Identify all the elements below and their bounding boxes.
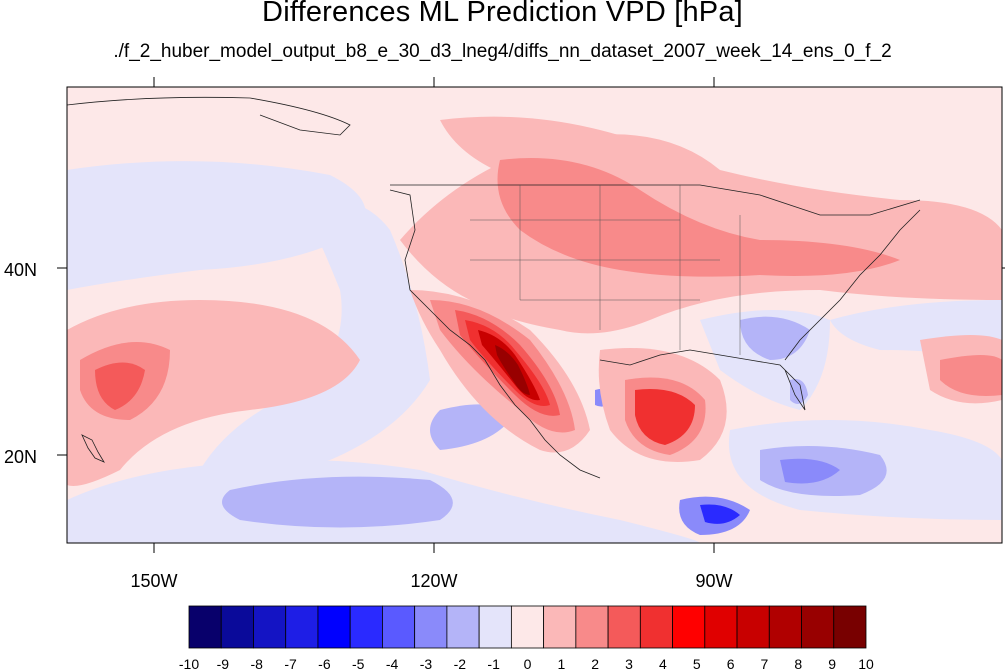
- west-coast-line: [389, 189, 601, 479]
- colorbar-swatch: [510, 605, 545, 649]
- axis-ticks: [57, 77, 1005, 553]
- colorbar-swatch: [220, 605, 254, 649]
- colorbar-swatch: [768, 605, 802, 649]
- colorbar-swatch: [188, 605, 222, 649]
- colorbar-swatch: [446, 605, 480, 649]
- colorbar-swatch: [607, 605, 641, 649]
- plot-title: Differences ML Prediction VPD [hPa]: [262, 0, 743, 28]
- blue-georgia: [740, 316, 810, 360]
- colorbar-label: -2: [454, 656, 467, 672]
- red-southwest-peak: [495, 345, 530, 395]
- colorbar-label: 4: [659, 656, 667, 672]
- colorbar-swatch: [639, 605, 673, 649]
- blue-florida: [790, 379, 808, 404]
- lon-label-150w: 150W: [130, 571, 177, 591]
- colorbar-label: -10: [179, 656, 199, 672]
- colorbar-label: 10: [858, 656, 874, 672]
- colorbar-swatch: [253, 605, 287, 649]
- colorbar-label: -4: [386, 656, 399, 672]
- state-borders: [470, 185, 741, 355]
- lightblue-pacific-north: [67, 161, 366, 290]
- red-pacific-core: [95, 362, 145, 410]
- colorbar-swatch: [478, 605, 512, 649]
- lat-label-40n: 40N: [4, 260, 37, 280]
- colorbar-swatch: [285, 605, 319, 649]
- colorbar-swatch: [414, 605, 448, 649]
- colorbar-swatch: [833, 605, 867, 649]
- colorbar-swatch: [317, 605, 351, 649]
- blue-baja-offshore: [430, 404, 510, 450]
- blue-strong-honduras: [700, 504, 740, 524]
- hawaii-islands: [81, 434, 105, 463]
- colorbar-label: 9: [828, 656, 836, 672]
- map-frame: [66, 86, 1003, 544]
- colorbar-label: 1: [557, 656, 565, 672]
- colorbar-swatch: [575, 605, 609, 649]
- red-atlantic-blob: [940, 355, 1002, 396]
- red-gulf-core: [635, 389, 695, 445]
- map-field: [67, 87, 1002, 543]
- us-canada-border: [390, 184, 921, 216]
- colorbar-swatch: [672, 605, 706, 649]
- colorbar-label: 7: [761, 656, 769, 672]
- colorbar-label: -1: [487, 656, 500, 672]
- colorbar-swatch: [736, 605, 770, 649]
- colorbar-label: 8: [794, 656, 802, 672]
- colorbar-swatch: [801, 605, 835, 649]
- lat-label-20n: 20N: [4, 447, 37, 467]
- colorbar-label: -9: [217, 656, 230, 672]
- colorbar-label: -7: [284, 656, 297, 672]
- colorbar-label: -5: [352, 656, 365, 672]
- coastlines: [67, 96, 921, 479]
- blue-south-band: [222, 476, 453, 528]
- blue-caribbean-2: [780, 458, 840, 484]
- red-central-us: [497, 158, 900, 277]
- lon-label-90w: 90W: [695, 571, 732, 591]
- colorbar-label: 5: [693, 656, 701, 672]
- colorbar-label: -3: [420, 656, 433, 672]
- colorbar-label: 2: [591, 656, 599, 672]
- colorbar-label: -6: [318, 656, 331, 672]
- plot-subtitle: ./f_2_huber_model_output_b8_e_30_d3_lneg…: [113, 41, 892, 62]
- alaska-coast: [67, 96, 351, 136]
- colorbar-swatch: [382, 605, 416, 649]
- colorbar-swatch: [349, 605, 383, 649]
- east-coast-line: [784, 209, 921, 361]
- colorbar: -10 -9 -8 -7 -6 -5 -4 -3 -2 -1 0 1 2 3 4 5 6 7 8 9 10: [179, 605, 874, 672]
- colorbar-label: 0: [524, 656, 532, 672]
- colorbar-swatch: [543, 605, 577, 649]
- colorbar-label: 3: [625, 656, 633, 672]
- colorbar-label: -8: [250, 656, 263, 672]
- gulf-coast-line: [599, 349, 806, 411]
- colorbar-swatch: [704, 605, 738, 649]
- lightblue-pacific-mid: [200, 198, 430, 474]
- lon-label-120w: 120W: [410, 571, 457, 591]
- colorbar-label: 6: [727, 656, 735, 672]
